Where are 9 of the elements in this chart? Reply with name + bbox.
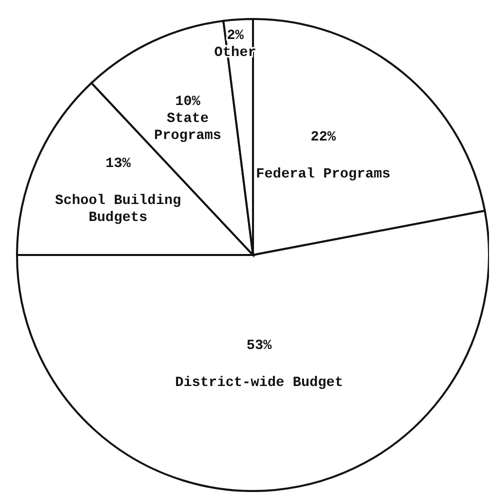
data-label: 10% <box>175 94 201 110</box>
slice-label: State Programs <box>154 110 222 144</box>
data-label: 13% <box>105 156 132 172</box>
data-label: 2% <box>226 28 244 44</box>
data-label: 53% <box>246 338 272 354</box>
data-label: 22% <box>310 130 336 146</box>
slice-label: District-wide Budget <box>175 374 344 391</box>
slice-label: Federal Programs <box>256 166 390 183</box>
slice-label: School Building Budgets <box>55 192 182 226</box>
